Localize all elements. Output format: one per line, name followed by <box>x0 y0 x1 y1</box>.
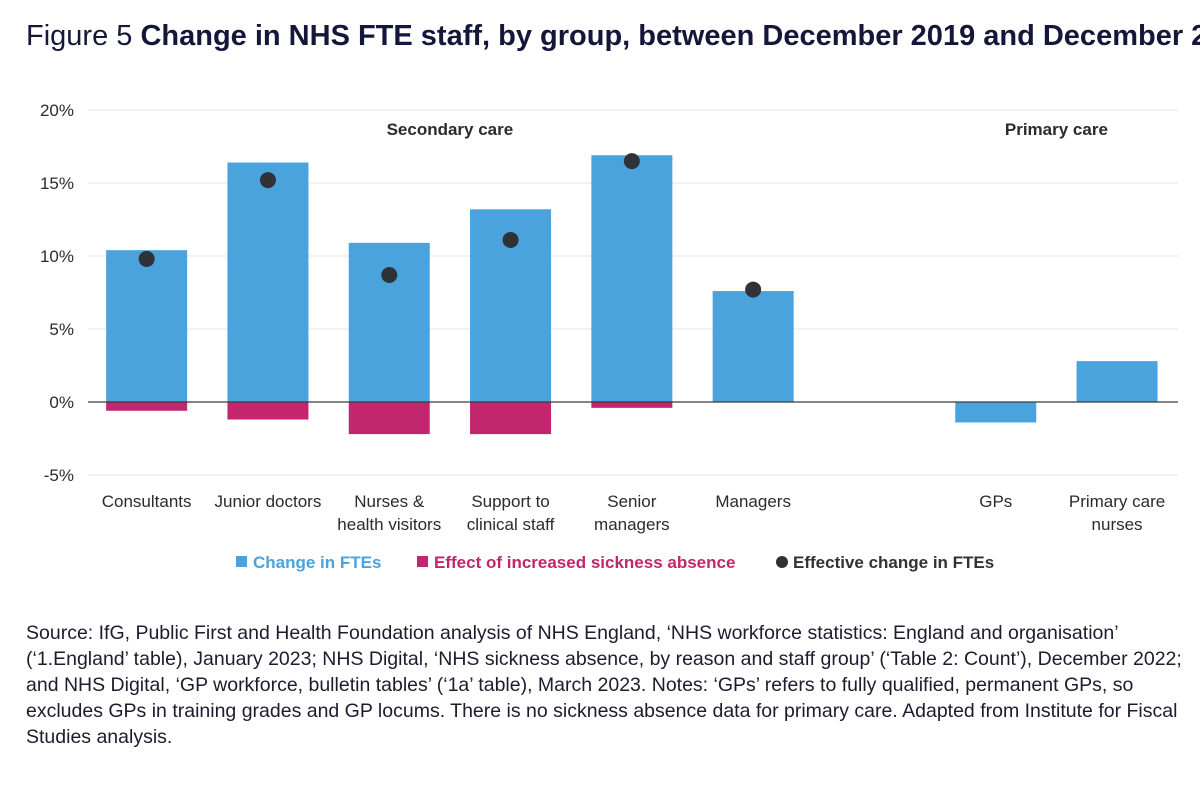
y-tick-label: 10% <box>40 247 74 266</box>
x-category-label: Primary care <box>1069 492 1165 511</box>
legend-label: Effect of increased sickness absence <box>434 553 735 572</box>
bar-change-in-ftes <box>712 291 794 402</box>
bar-sickness-absence <box>227 402 309 420</box>
legend-label: Change in FTEs <box>253 553 381 572</box>
x-category-label: managers <box>594 515 670 534</box>
y-tick-label: 0% <box>49 393 74 412</box>
bar-sickness-absence <box>591 402 673 408</box>
point-effective-change <box>623 153 640 170</box>
bar-sickness-absence <box>348 402 430 435</box>
y-tick-label: -5% <box>44 466 74 485</box>
legend-swatch <box>417 556 428 567</box>
chart-title: Figure 5 Change in NHS FTE staff, by gro… <box>26 18 1200 54</box>
x-category-label: health visitors <box>337 515 441 534</box>
point-effective-change <box>259 172 276 189</box>
x-category-label: Junior doctors <box>215 492 322 511</box>
figure-number: Figure 5 <box>26 20 133 52</box>
bar-change-in-ftes <box>1076 361 1158 402</box>
bar-sickness-absence <box>106 402 188 411</box>
x-category-label: Consultants <box>102 492 192 511</box>
x-category-label: Support to <box>471 492 549 511</box>
point-effective-change <box>381 266 398 283</box>
point-effective-change <box>745 281 762 298</box>
x-category-label: Nurses & <box>354 492 425 511</box>
x-category-label: GPs <box>979 492 1012 511</box>
bar-change-in-ftes <box>591 155 673 402</box>
bar-change-in-ftes <box>106 250 188 402</box>
chart-title-text: Change in NHS FTE staff, by group, betwe… <box>140 20 1200 52</box>
bar-change-in-ftes <box>227 162 309 402</box>
chart: -5% 0% 5% 10% 15% 20% Consultants Junior doctor… <box>40 101 1178 572</box>
x-category-label: Managers <box>715 492 791 511</box>
group-label: Secondary care <box>387 120 514 139</box>
bar-change-in-ftes <box>348 242 430 402</box>
bar-sickness-absence <box>470 402 552 435</box>
x-category-label: Senior <box>607 492 656 511</box>
legend-label: Effective change in FTEs <box>793 553 994 572</box>
x-category-label: clinical staff <box>467 515 555 534</box>
y-tick-label: 5% <box>49 320 74 339</box>
legend-swatch <box>236 556 247 567</box>
y-tick-label: 15% <box>40 174 74 193</box>
group-label: Primary care <box>1005 120 1108 139</box>
point-effective-change <box>502 231 519 248</box>
y-tick-label: 20% <box>40 101 74 120</box>
source-note: Source: IfG, Public First and Health Fou… <box>26 622 1182 748</box>
legend-marker <box>776 556 788 568</box>
bar-change-in-ftes <box>955 402 1037 423</box>
x-category-label: nurses <box>1092 515 1143 534</box>
point-effective-change <box>138 250 155 267</box>
